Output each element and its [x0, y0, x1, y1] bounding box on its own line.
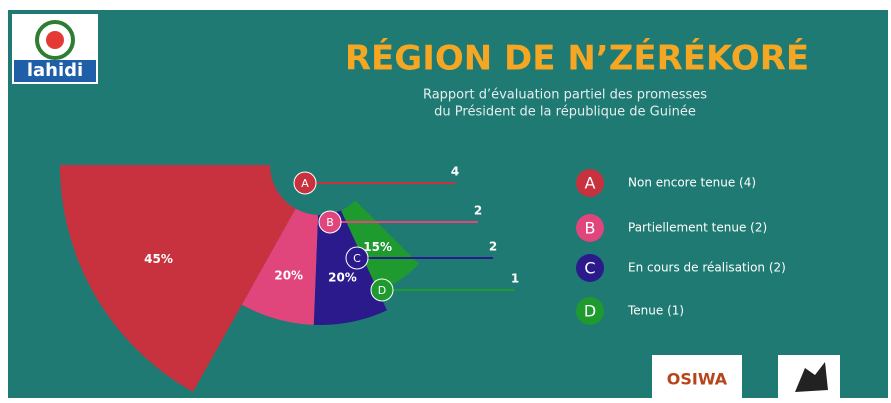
logo-band: [14, 60, 96, 82]
wedge: [60, 165, 296, 392]
partner-logo-icon: [795, 362, 828, 392]
value-label: 15%: [363, 240, 392, 254]
wedge: [340, 200, 419, 293]
legend-letter: B: [585, 219, 596, 238]
logo-icon: [46, 31, 64, 49]
logo-icon: [35, 20, 75, 60]
segment-letter: D: [378, 284, 386, 297]
value-label: 20%: [274, 268, 303, 282]
legend-label: En cours de réalisation (2): [628, 261, 786, 275]
subtitle: Rapport d’évaluation partiel des promess…: [423, 88, 707, 103]
legend-badge: [576, 254, 604, 282]
count-label: 1: [511, 272, 519, 286]
subtitle: du Président de la république de Guinée: [434, 105, 696, 120]
title: RÉGION DE N’ZÉRÉKORÉ: [345, 38, 809, 79]
legend-letter: C: [584, 259, 595, 278]
value-label: 45%: [144, 252, 173, 266]
count-label: 2: [489, 240, 497, 254]
legend-label: Tenue (1): [627, 304, 684, 318]
wedge: [313, 210, 387, 325]
segment-badge: [370, 278, 394, 302]
legend-label: Partiellement tenue (2): [628, 221, 767, 235]
count-label: 2: [474, 204, 482, 218]
legend-badge: [576, 214, 604, 242]
value-label: 20%: [328, 270, 357, 284]
legend-letter: D: [584, 302, 596, 321]
partner-logo: [652, 355, 742, 398]
segment-badge: [318, 210, 342, 234]
count-label: 4: [451, 165, 459, 179]
legend-label: Non encore tenue (4): [628, 176, 756, 190]
legend-badge: [576, 169, 604, 197]
legend-letter: A: [585, 174, 596, 193]
segment-badge: [293, 171, 317, 195]
segment-badge: [345, 246, 369, 270]
segment-letter: C: [353, 252, 361, 265]
partner-logo-text: OSIWA: [667, 370, 728, 389]
segment-letter: B: [326, 216, 334, 229]
logo-text: lahidi: [27, 60, 83, 81]
legend-badge: [576, 297, 604, 325]
segment-letter: A: [301, 177, 309, 190]
wedge: [241, 208, 319, 325]
